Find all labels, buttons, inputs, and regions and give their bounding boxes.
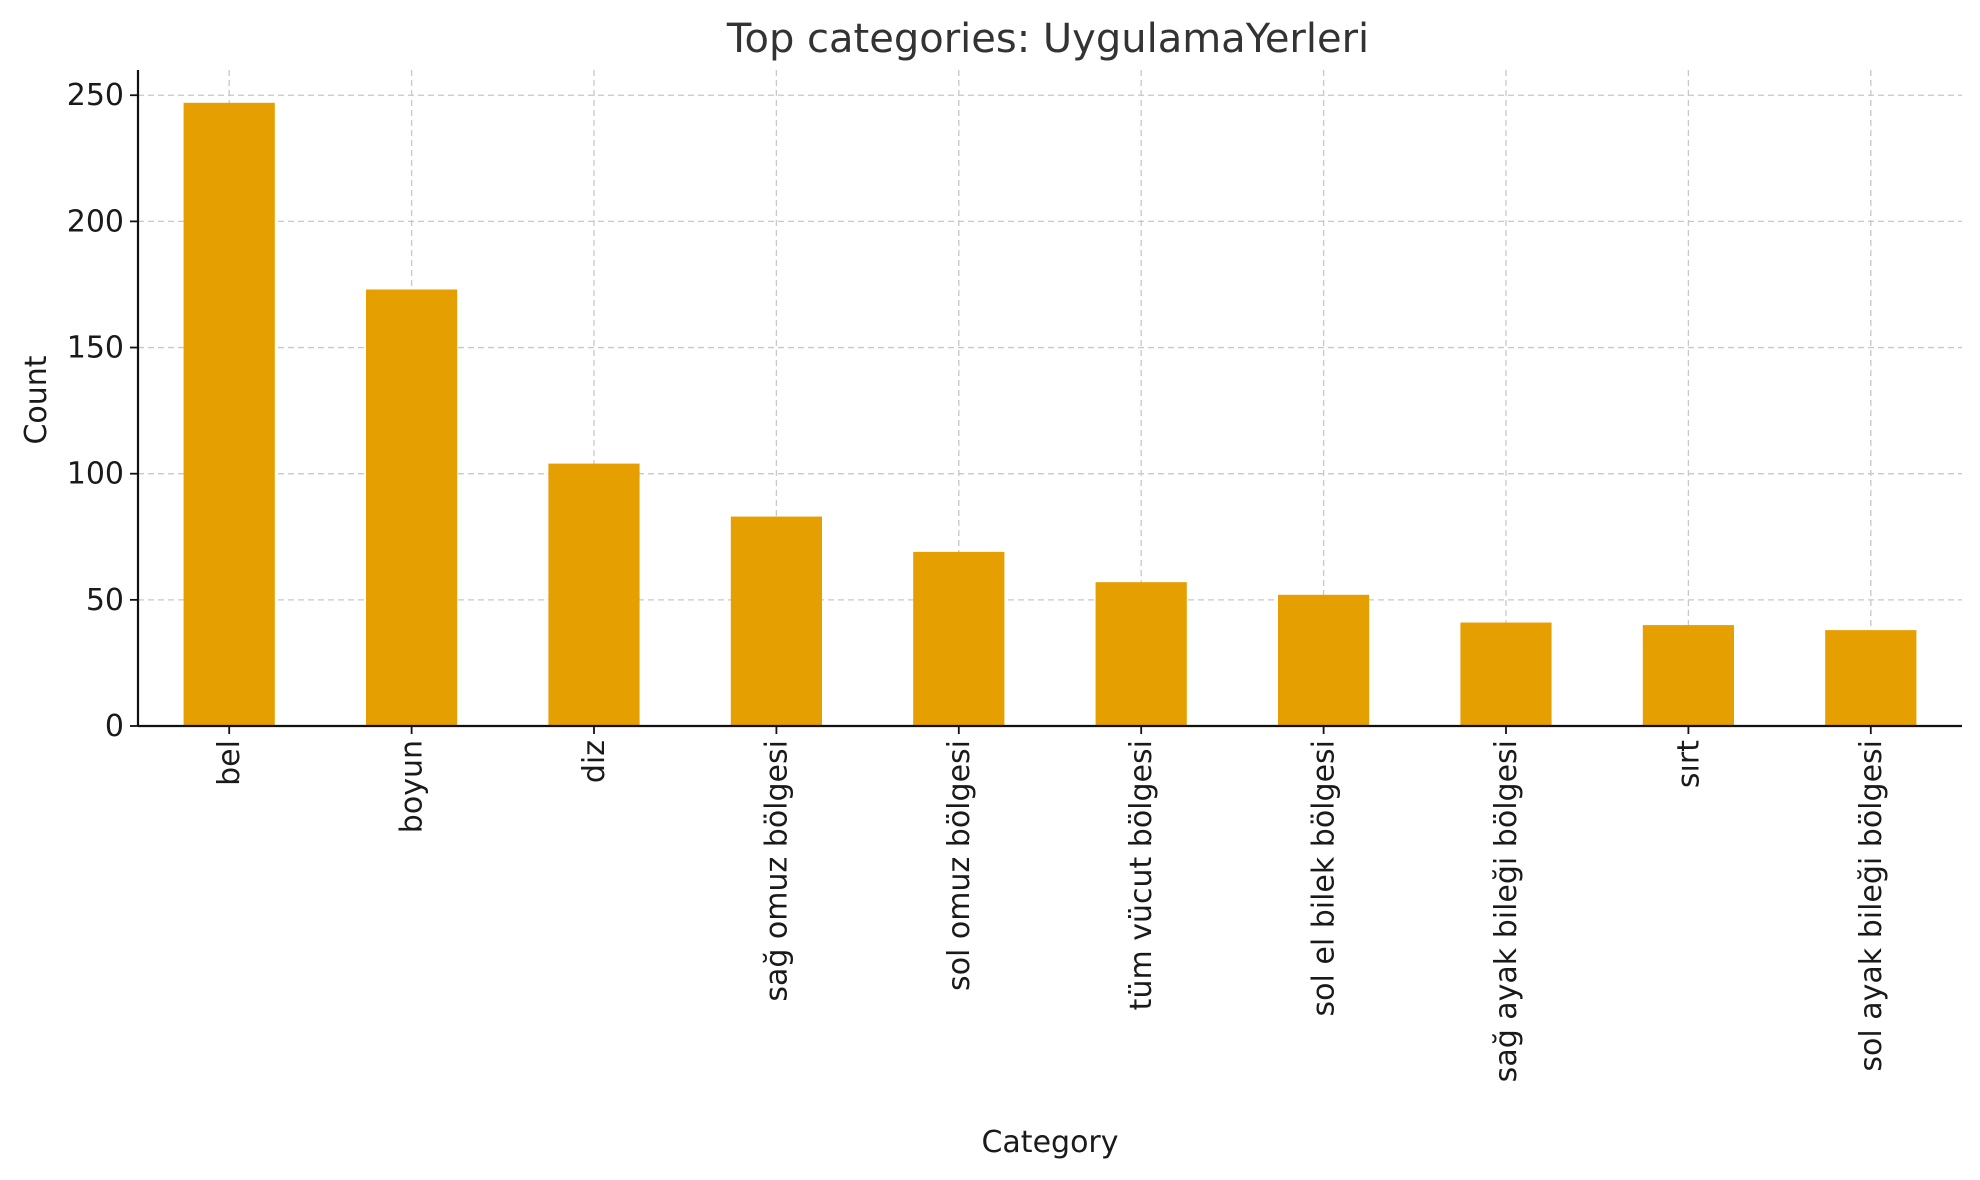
x-tick-label: sol el bilek bölgesi bbox=[1307, 740, 1342, 1016]
y-axis-label: Count bbox=[19, 355, 54, 444]
bar bbox=[548, 463, 640, 726]
x-tick-label: sırt bbox=[1671, 740, 1706, 788]
bar bbox=[366, 289, 458, 726]
axes bbox=[136, 70, 1962, 728]
y-tick-label: 50 bbox=[86, 583, 124, 618]
chart-title: Top categories: UygulamaYerleri bbox=[726, 16, 1369, 62]
bar bbox=[1825, 630, 1917, 726]
bars bbox=[183, 102, 1917, 727]
y-ticks: 0 50 100 150 200 250 bbox=[67, 78, 138, 744]
y-tick-label: 100 bbox=[67, 457, 124, 492]
x-tick-label: boyun bbox=[395, 740, 430, 833]
x-tick-label: sol ayak bileği bölgesi bbox=[1854, 740, 1889, 1072]
y-tick-label: 150 bbox=[67, 331, 124, 366]
bar bbox=[1460, 622, 1552, 726]
x-ticks: bel boyun diz sağ omuz bölgesi sol omuz bölg… bbox=[212, 726, 1889, 1082]
bar bbox=[730, 516, 822, 726]
x-tick-label: tüm vücut bölgesi bbox=[1124, 740, 1159, 1010]
x-tick-label: diz bbox=[577, 740, 612, 783]
x-tick-label: sol omuz bölgesi bbox=[942, 740, 977, 991]
bar bbox=[1095, 582, 1187, 726]
y-tick-label: 250 bbox=[67, 78, 124, 113]
y-tick-label: 0 bbox=[105, 709, 124, 744]
x-axis-label: Category bbox=[981, 1125, 1118, 1160]
bar bbox=[1642, 625, 1734, 726]
x-tick-label: bel bbox=[212, 740, 247, 786]
y-tick-label: 200 bbox=[67, 204, 124, 239]
bar bbox=[1278, 594, 1370, 726]
bar bbox=[183, 102, 275, 727]
x-tick-label: sağ omuz bölgesi bbox=[759, 740, 794, 1002]
x-tick-label: sağ ayak bileği bölgesi bbox=[1489, 740, 1524, 1082]
bar bbox=[913, 551, 1005, 726]
